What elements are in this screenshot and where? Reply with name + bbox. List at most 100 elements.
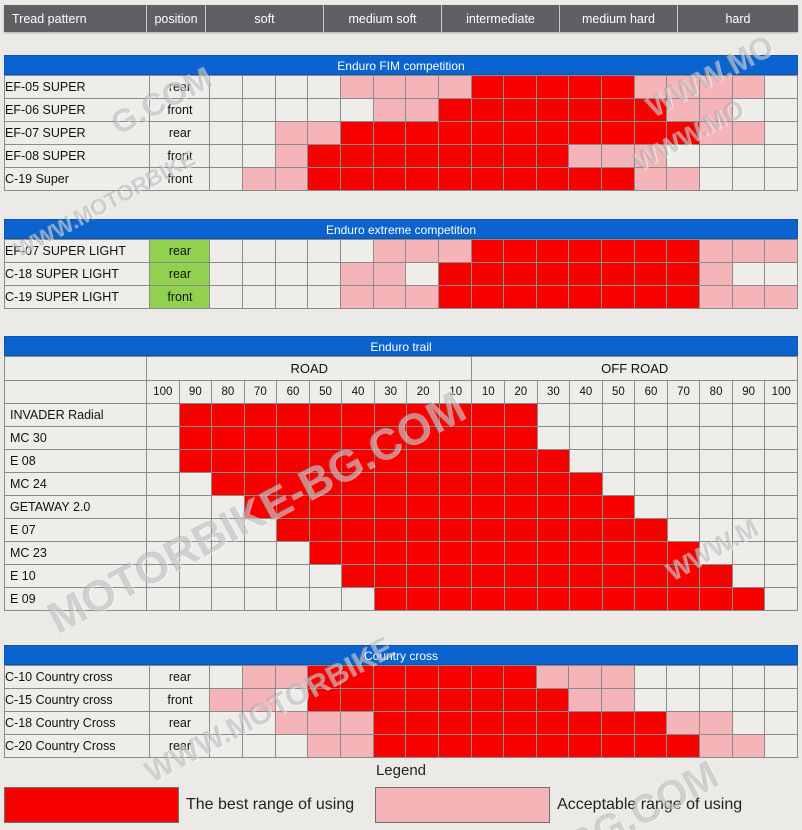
- table-row: C-10 Country cross rear: [3, 665, 798, 689]
- table-row: INVADER Radial: [4, 403, 798, 427]
- range-cell: [634, 472, 668, 496]
- range-cell: [633, 285, 668, 309]
- range-cell: [211, 587, 245, 611]
- section-table: C-10 Country cross rear C-15 Country cross…: [3, 665, 798, 758]
- trail-corner-cell: [4, 356, 147, 381]
- position-cell: rear: [149, 665, 211, 689]
- section-enduro-trail: Enduro trail ROAD OFF ROAD 100 90 80 70 60 50 40…: [4, 336, 798, 611]
- position-cell: rear: [149, 75, 211, 99]
- trail-column-number: 50: [308, 380, 343, 404]
- range-cell: [764, 98, 798, 122]
- tread-pattern-name: MC 23: [4, 541, 147, 565]
- range-cell: [504, 564, 538, 588]
- range-cell: [307, 688, 341, 712]
- range-cell: [666, 426, 701, 450]
- range-cell: [633, 262, 668, 286]
- trail-column-number: 40: [341, 380, 375, 404]
- range-cell: [731, 75, 766, 99]
- range-cell: [146, 472, 180, 496]
- range-cell: [471, 426, 506, 450]
- range-cell: [470, 688, 505, 712]
- range-cell: [535, 98, 570, 122]
- range-cell: [274, 734, 309, 758]
- range-cell: [535, 711, 570, 735]
- range-cell: [699, 449, 733, 473]
- trail-column-number: 50: [601, 380, 636, 404]
- range-cell: [535, 167, 570, 191]
- range-cell: [601, 426, 636, 450]
- range-cell: [242, 285, 276, 309]
- range-cell: [601, 518, 636, 542]
- range-cell: [764, 564, 798, 588]
- section-enduro-extreme: Enduro extreme competition EF-07 SUPER L…: [3, 219, 798, 309]
- range-cell: [601, 495, 636, 519]
- range-cell: [340, 285, 374, 309]
- range-cell: [437, 121, 472, 145]
- range-cell: [178, 403, 213, 427]
- position-cell: rear: [149, 239, 211, 263]
- section-title: Enduro FIM competition: [4, 55, 798, 75]
- range-cell: [276, 403, 310, 427]
- header-cell-medium-soft: medium soft: [324, 5, 442, 32]
- range-cell: [764, 403, 798, 427]
- range-cell: [504, 449, 538, 473]
- range-cell: [666, 403, 701, 427]
- range-cell: [340, 665, 374, 689]
- range-cell: [209, 285, 244, 309]
- range-cell: [764, 144, 798, 168]
- range-cell: [243, 426, 278, 450]
- range-cell: [666, 98, 701, 122]
- range-cell: [340, 98, 374, 122]
- range-cell: [569, 449, 603, 473]
- range-cell: [568, 262, 603, 286]
- range-cell: [699, 665, 733, 689]
- table-row: C-18 SUPER LIGHT rear: [3, 262, 798, 286]
- range-cell: [307, 121, 341, 145]
- range-cell: [178, 449, 213, 473]
- range-cell: [438, 472, 473, 496]
- range-cell: [242, 167, 276, 191]
- range-cell: [601, 98, 635, 122]
- trail-column-number: 90: [178, 380, 213, 404]
- range-cell: [274, 144, 309, 168]
- section-table: EF-07 SUPER LIGHT rear C-18 SUPER LIGHT rea…: [3, 239, 798, 309]
- range-cell: [274, 262, 309, 286]
- range-cell: [666, 449, 701, 473]
- range-cell: [178, 587, 213, 611]
- range-cell: [764, 495, 798, 519]
- range-cell: [340, 75, 374, 99]
- header-cell-intermediate: intermediate: [442, 5, 560, 32]
- position-cell: rear: [149, 121, 211, 145]
- tread-pattern-name: E 09: [4, 587, 147, 611]
- section-country-cross: Country cross C-10 Country cross rear C-15…: [3, 645, 798, 758]
- range-cell: [568, 167, 603, 191]
- range-cell: [274, 167, 309, 191]
- range-cell: [569, 403, 603, 427]
- range-cell: [633, 75, 668, 99]
- range-cell: [341, 403, 375, 427]
- range-cell: [308, 541, 343, 565]
- range-cell: [633, 734, 668, 758]
- trail-column-number: 60: [276, 380, 310, 404]
- range-cell: [470, 665, 505, 689]
- header-cell-tread-pattern: Tread pattern: [4, 5, 147, 32]
- range-cell: [341, 449, 375, 473]
- position-cell: rear: [149, 711, 211, 735]
- trail-column-number: 20: [504, 380, 538, 404]
- range-cell: [437, 75, 472, 99]
- range-cell: [731, 688, 766, 712]
- range-cell: [276, 587, 310, 611]
- range-cell: [666, 587, 701, 611]
- range-cell: [437, 262, 472, 286]
- tread-pattern-name: MC 30: [4, 426, 147, 450]
- range-cell: [437, 665, 472, 689]
- range-cell: [146, 495, 180, 519]
- range-cell: [406, 403, 440, 427]
- range-cell: [209, 734, 244, 758]
- range-cell: [764, 426, 798, 450]
- range-cell: [634, 587, 668, 611]
- range-cell: [666, 734, 701, 758]
- range-cell: [601, 564, 636, 588]
- range-cell: [242, 98, 276, 122]
- legend-swatch-best: [4, 787, 179, 823]
